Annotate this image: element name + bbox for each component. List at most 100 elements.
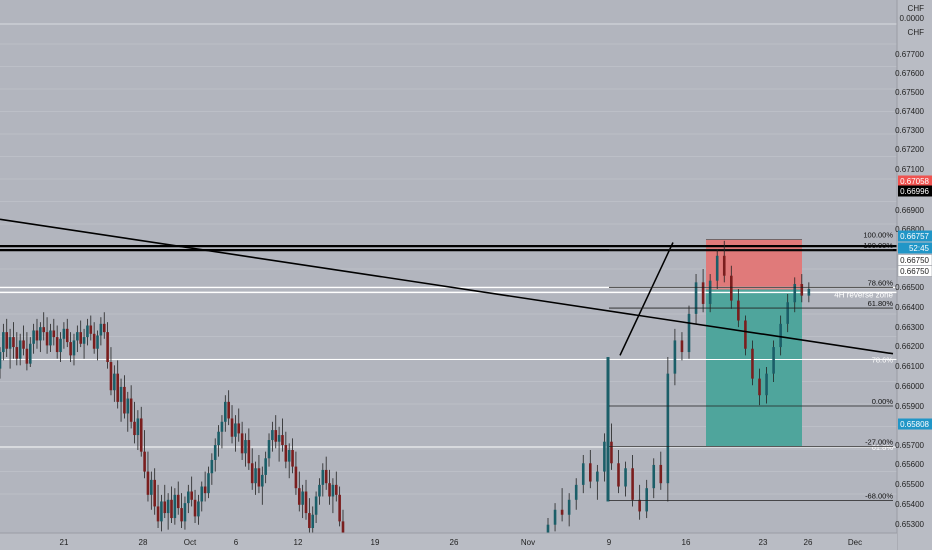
candle-up — [183, 503, 187, 522]
y-tick-label: 0.67100 — [895, 165, 924, 174]
candle-down — [560, 509, 564, 515]
candle-up — [62, 328, 66, 339]
y-tick-label: 0.67700 — [895, 50, 924, 59]
candle-down — [308, 513, 311, 529]
candle-up — [318, 484, 321, 497]
candle-up — [234, 423, 237, 437]
price-tag-box — [898, 185, 932, 197]
candle-down — [274, 430, 278, 442]
candle-up — [126, 398, 130, 414]
candle-up — [596, 471, 599, 482]
candle-up — [136, 418, 140, 436]
candle-down — [180, 508, 183, 522]
candle-down — [617, 463, 620, 487]
y-tick-label: 0.65500 — [895, 480, 924, 489]
candle-down — [123, 386, 126, 414]
candle-down — [291, 450, 294, 467]
candle-up — [49, 330, 52, 346]
candle-up — [277, 435, 281, 442]
currency-label: CHF — [908, 4, 925, 13]
y-tick-label: 0.67400 — [895, 107, 924, 116]
candle-up — [210, 459, 214, 474]
x-tick-label: 26 — [804, 538, 813, 547]
x-tick-label: 16 — [682, 538, 691, 547]
candle-up — [267, 440, 271, 459]
zone-label: 4H reverse zone — [834, 290, 893, 299]
candle-up — [220, 421, 224, 432]
candle-down — [79, 332, 83, 344]
fib-label: 78.60% — [868, 278, 894, 287]
candle-up — [59, 338, 62, 353]
candle-up — [645, 488, 648, 512]
candle-up — [166, 499, 170, 514]
candle-down — [800, 284, 804, 296]
top-partial-label: 0.0000 — [900, 14, 925, 23]
candle-up — [224, 401, 227, 422]
candle-down — [22, 340, 25, 349]
candle-down — [193, 499, 197, 517]
candle-up — [772, 347, 775, 374]
candle-down — [190, 491, 193, 500]
x-tick-label: 21 — [60, 538, 69, 547]
candle-down — [69, 342, 72, 356]
candle-up — [652, 464, 656, 489]
candle-up — [18, 340, 22, 359]
candle-up — [99, 323, 103, 336]
y-tick-label: 0.65700 — [895, 441, 924, 450]
candle-down — [659, 464, 663, 484]
y-tick-label: 0.66800 — [895, 225, 924, 234]
candle-up — [331, 484, 335, 497]
fib-label: 100.00% — [863, 231, 893, 240]
candle-up — [2, 332, 5, 353]
candle-up — [254, 468, 257, 484]
candle-up — [567, 499, 571, 515]
candle-down — [5, 332, 9, 349]
candle-up — [113, 373, 116, 391]
candle-up — [187, 491, 190, 504]
time-axis[interactable]: 21 28 Oct 6 12 19 26 Nov 9 16 23 26 Dec — [0, 532, 897, 550]
candle-down — [109, 362, 113, 391]
price-tag-label: 0.67058 — [900, 177, 929, 186]
candle-down — [45, 332, 49, 346]
x-tick-label: Oct — [184, 538, 197, 547]
y-tick-label: 0.66400 — [895, 303, 924, 312]
y-tick-label: 0.67500 — [895, 88, 924, 97]
y-tick-label: 0.67300 — [895, 126, 924, 135]
candle-up — [581, 463, 585, 485]
candle-down — [250, 463, 254, 484]
fib-labels: 100.00%100.00% 78.60% 61.80% 0.00% -27.00% -6… — [609, 231, 894, 502]
candle-down — [730, 275, 733, 301]
candle-down — [610, 441, 613, 464]
candle-down — [297, 488, 301, 505]
candle-up — [160, 501, 163, 522]
x-tick-label: 23 — [759, 538, 768, 547]
y-tick-label: 0.65400 — [895, 500, 924, 509]
time-axis-background — [0, 533, 897, 550]
candle-up — [708, 280, 712, 304]
candle-up — [213, 445, 217, 460]
candle-down — [294, 466, 298, 489]
candle-down — [680, 340, 684, 353]
position-zones — [706, 239, 802, 448]
candle-up — [244, 440, 247, 454]
trendline-ascending — [619, 242, 674, 356]
candle-up — [8, 337, 12, 349]
y-tick-label: 0.66500 — [895, 283, 924, 292]
fib-label: 0.00% — [872, 397, 894, 406]
price-tag-label: 0.66750 — [900, 256, 929, 265]
candle-down — [328, 483, 331, 497]
candle-up — [311, 514, 315, 529]
candle-down — [203, 486, 207, 494]
y-tick-label: 0.66900 — [895, 206, 924, 215]
x-tick-label: 12 — [294, 538, 303, 547]
price-tag-box — [897, 265, 932, 277]
candle-down — [324, 469, 328, 484]
candle-down — [338, 494, 341, 522]
candle-up — [264, 458, 267, 475]
candle-up — [574, 484, 578, 500]
candle-down — [638, 499, 641, 512]
candle-down — [106, 332, 109, 363]
fib-label: -68.00% — [865, 492, 893, 501]
candle-up — [287, 450, 291, 462]
